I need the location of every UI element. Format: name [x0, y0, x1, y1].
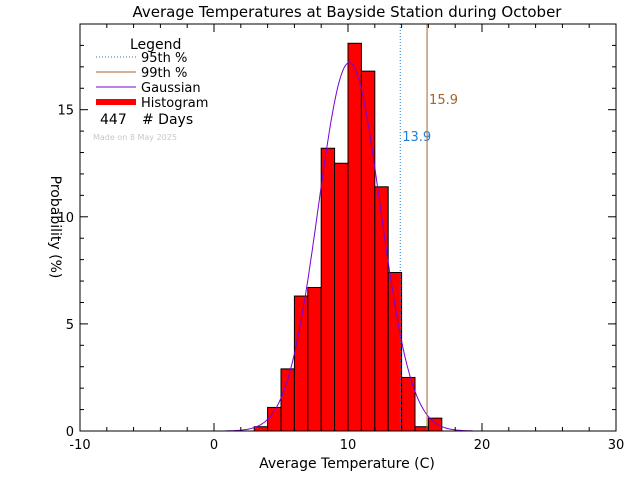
x-axis-label: Average Temperature (C) [259, 456, 435, 472]
x-tick-label: 0 [210, 438, 218, 453]
legend-label-3: Histogram [141, 96, 208, 111]
histogram-bar-13 [427, 417, 443, 432]
histogram-bar-5 [320, 147, 336, 432]
y-axis-label: Probability (%) [47, 176, 63, 279]
y-tick-label: 5 [66, 318, 74, 333]
legend-label-0: 95th % [141, 51, 187, 66]
histogram-bar-12 [414, 426, 429, 432]
chart-title: Average Temperatures at Bayside Station … [133, 3, 563, 21]
y-axis: 0 5 10 15 [57, 44, 616, 440]
histogram-bar-9 [374, 186, 389, 432]
days-count-label: # Days [142, 112, 193, 128]
gaussian-curve [225, 62, 473, 432]
x-tick-label: 10 [340, 438, 357, 453]
percentile-label-99: 15.9 [429, 93, 458, 108]
y-tick-label: 0 [66, 425, 74, 440]
legend-label-2: Gaussian [141, 81, 201, 96]
histogram-bar-7 [347, 42, 362, 432]
days-count: 447 [100, 112, 127, 128]
legend-title: Legend [130, 37, 181, 53]
x-tick-label: 30 [608, 438, 625, 453]
legend-label-1: 99th % [141, 66, 187, 81]
x-axis: -10 0 10 20 30 [69, 24, 624, 453]
y-tick-label: 10 [57, 211, 74, 226]
x-tick-label: -10 [69, 438, 90, 453]
plot-area: 13.9 15.9 [225, 24, 473, 432]
percentile-label-95: 13.9 [402, 130, 431, 145]
histogram-bar-6 [334, 162, 349, 432]
histogram-bar-3 [293, 295, 309, 432]
y-tick-label: 15 [57, 104, 74, 119]
histogram-bar-4 [307, 286, 322, 432]
x-tick-label: 20 [474, 438, 491, 453]
histogram-bar-10 [387, 271, 403, 432]
footnote: Made on 8 May 2025 [93, 133, 177, 142]
